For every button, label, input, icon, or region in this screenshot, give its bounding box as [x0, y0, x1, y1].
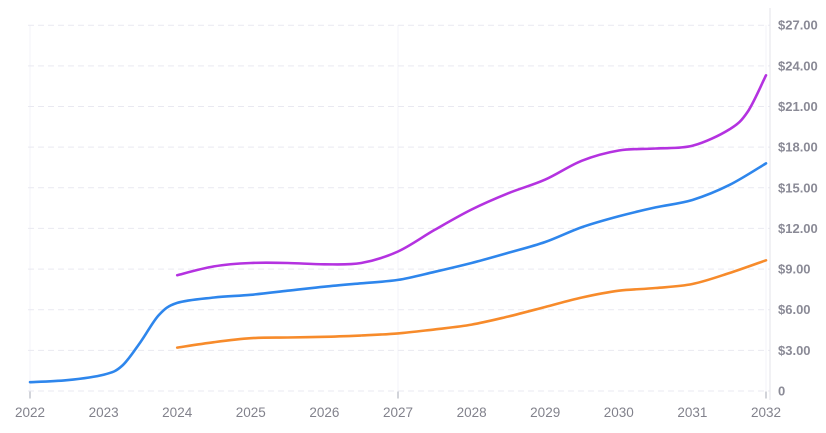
x-axis-label: 2030: [604, 405, 634, 420]
x-axis-label: 2022: [15, 405, 45, 420]
y-axis-label: $21.00: [778, 99, 818, 114]
orange-series-line: [175, 259, 768, 349]
x-axis-label: 2027: [383, 405, 413, 420]
x-axis-label: 2032: [751, 405, 781, 420]
x-axis-label: 2025: [236, 405, 266, 420]
purple-series-line: [175, 74, 768, 277]
y-axis-label: $18.00: [778, 140, 818, 155]
x-axis-label: 2029: [530, 405, 560, 420]
x-axis-label: 2023: [89, 405, 119, 420]
y-axis-label: $3.00: [778, 343, 811, 358]
y-axis-label: $9.00: [778, 262, 811, 277]
x-axis-label: 2028: [457, 405, 487, 420]
y-axis-label: $24.00: [778, 58, 818, 73]
y-axis-label: $27.00: [778, 18, 818, 33]
x-axis-label: 2026: [309, 405, 339, 420]
y-axis-label: $15.00: [778, 180, 818, 195]
blue-series-line: [28, 162, 768, 384]
y-axis-label: 0: [778, 384, 785, 399]
x-axis-label: 2031: [677, 405, 707, 420]
x-axis-label: 2024: [162, 405, 193, 420]
y-axis-label: $6.00: [778, 302, 811, 317]
y-axis-label: $12.00: [778, 221, 818, 236]
